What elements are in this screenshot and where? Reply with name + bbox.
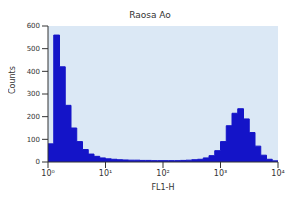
- svg-text:Counts: Counts: [8, 66, 17, 94]
- svg-text:10¹: 10¹: [99, 169, 112, 178]
- svg-text:600: 600: [27, 22, 40, 30]
- svg-text:0: 0: [36, 158, 40, 166]
- svg-text:FL1-H: FL1-H: [151, 183, 174, 192]
- svg-text:300: 300: [27, 90, 40, 98]
- svg-text:200: 200: [27, 113, 40, 121]
- svg-text:400: 400: [27, 68, 40, 76]
- html-text:Raosa Ao: Raosa Ao: [129, 10, 171, 20]
- svg-text:500: 500: [27, 45, 40, 53]
- svg-text:100: 100: [27, 136, 40, 144]
- svg-text:10⁰: 10⁰: [41, 169, 54, 178]
- svg-text:10⁴: 10⁴: [271, 169, 284, 178]
- svg-text:10³: 10³: [214, 169, 227, 178]
- svg-text:10²: 10²: [156, 169, 169, 178]
